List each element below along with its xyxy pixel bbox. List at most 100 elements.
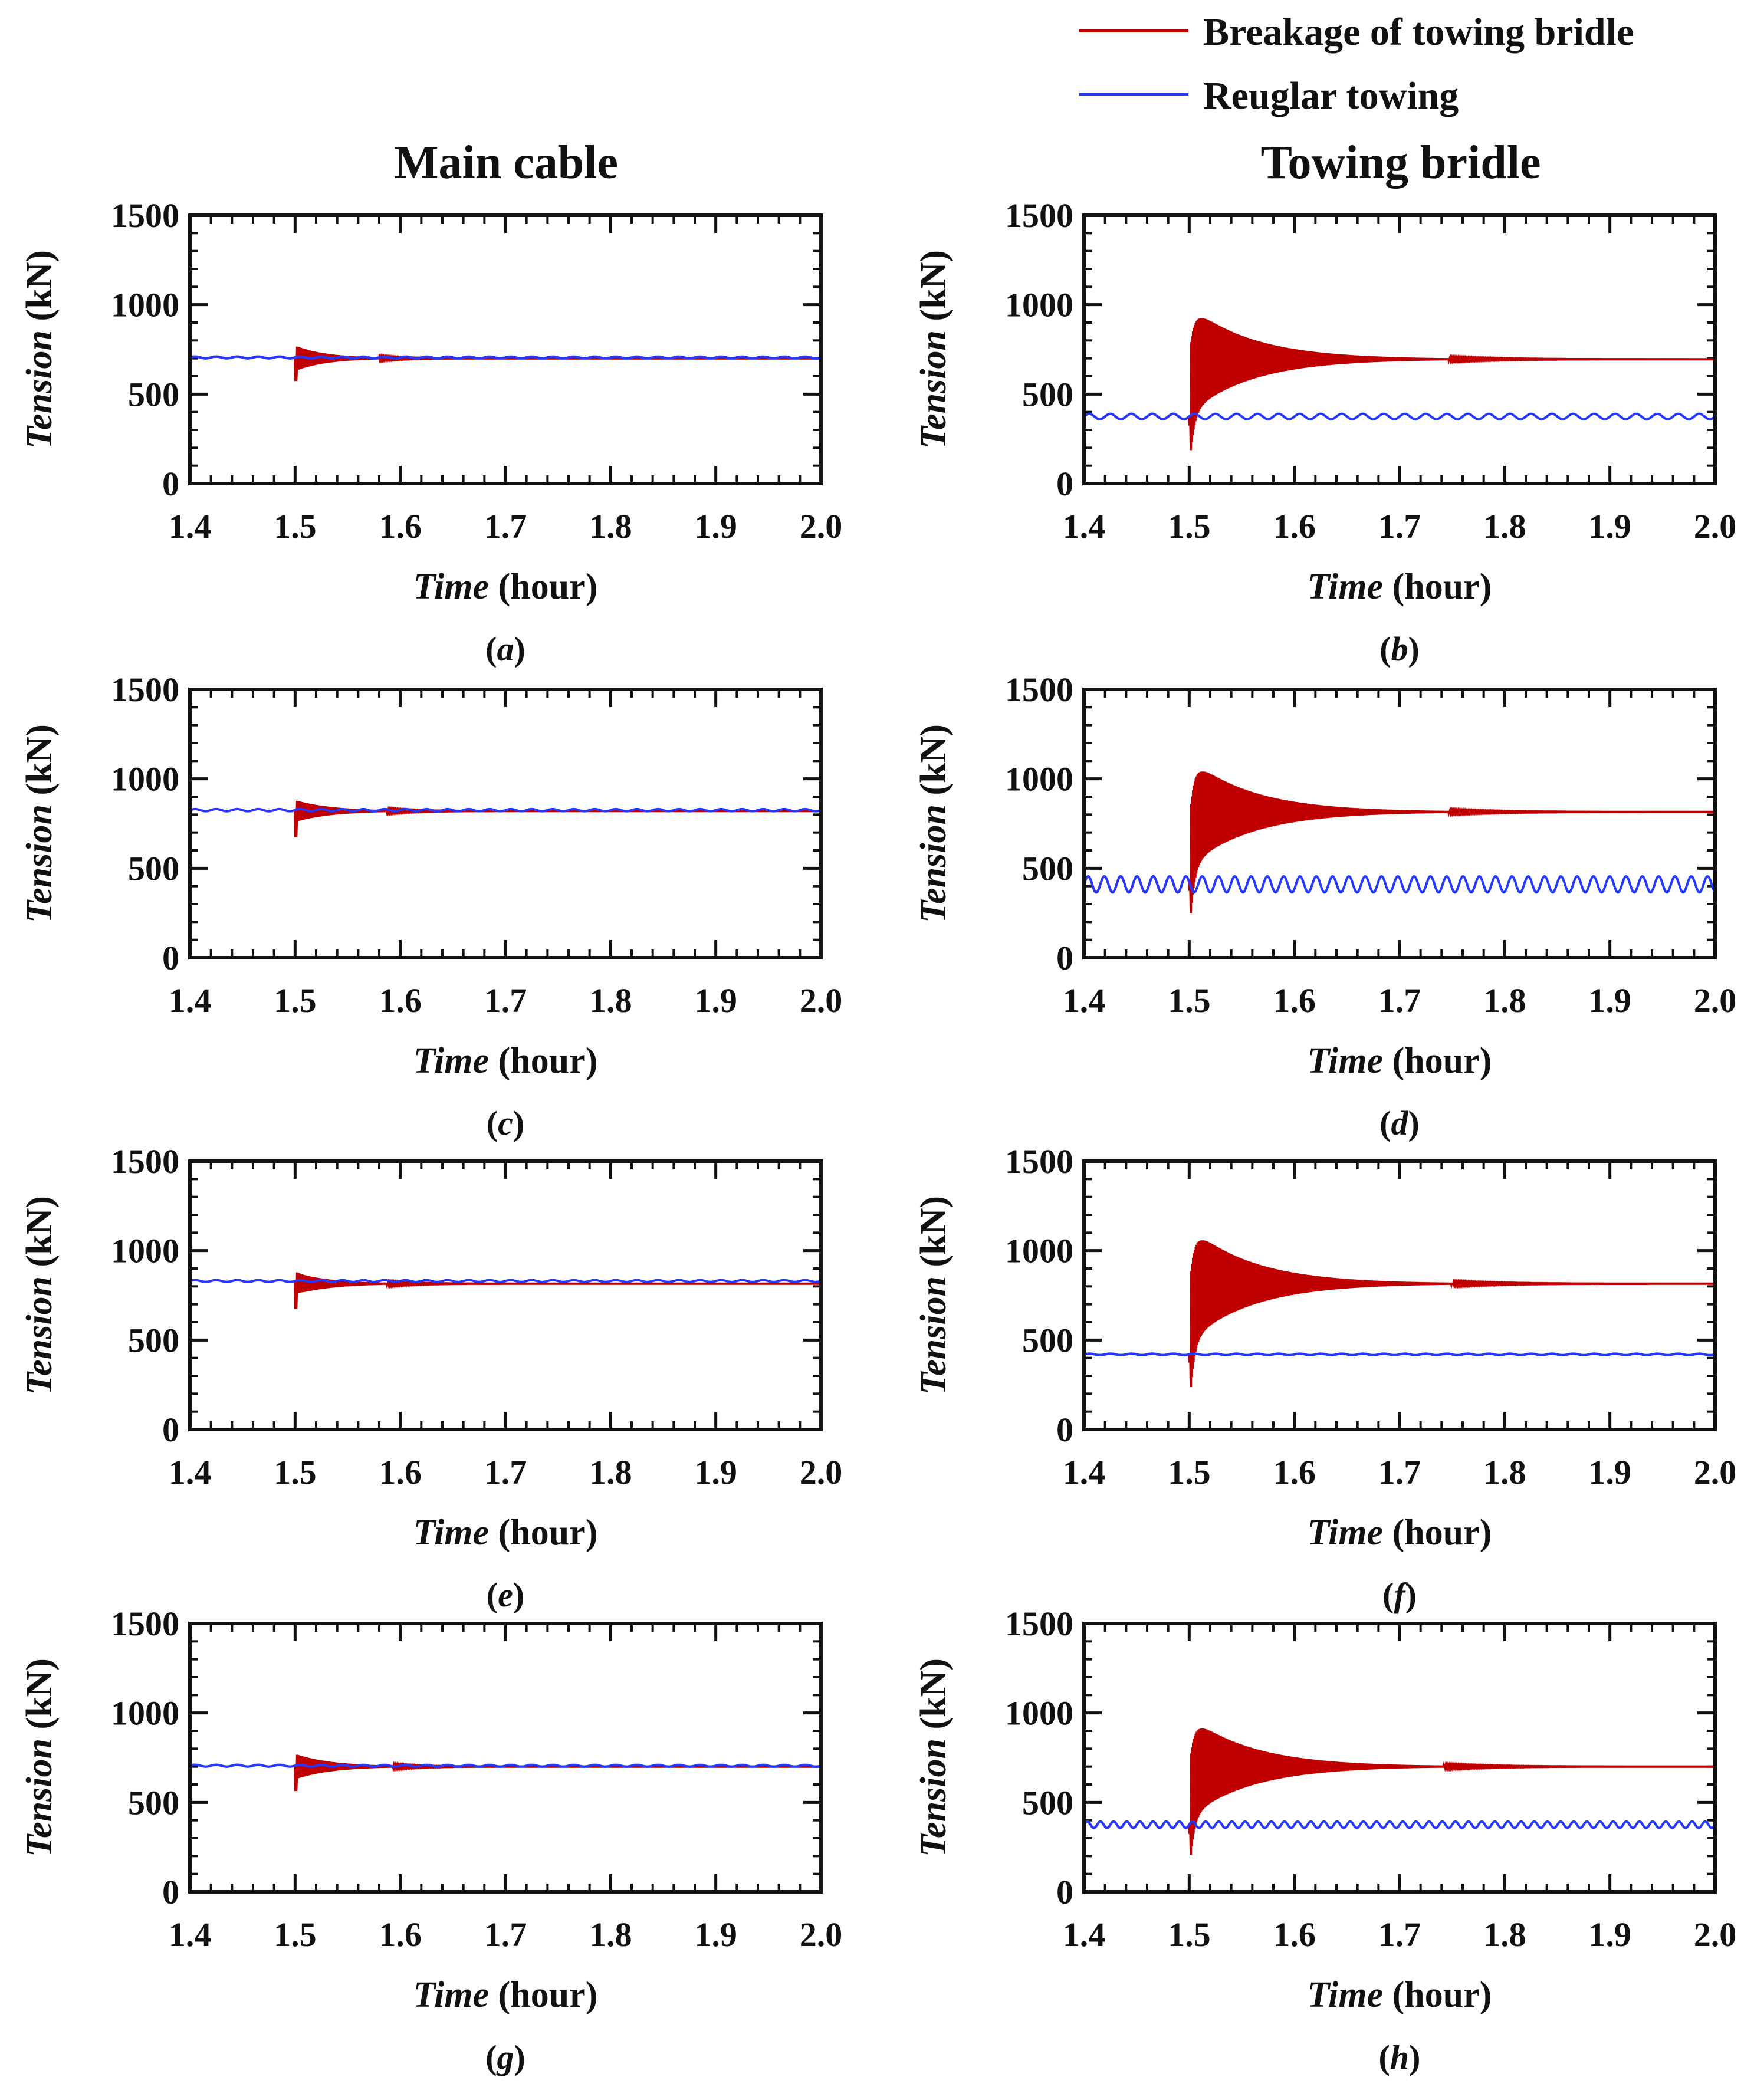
y-tick-label: 500 [128,375,179,413]
y-tick-label: 1500 [1005,671,1073,709]
x-tick-label: 2.0 [1694,507,1737,545]
y-tick-label: 1500 [1005,196,1073,235]
x-axis-title: Time (hour) [413,1975,598,2015]
series-breakage-line [1083,1728,1716,1855]
plot-frame [188,213,823,485]
x-tick-label: 1.4 [1063,1453,1106,1491]
x-tick-label: 1.7 [484,1453,527,1491]
x-tick-label: 1.5 [1168,1915,1211,1954]
column-title-main-cable: Main cable [394,137,618,189]
y-tick-label: 500 [1022,849,1073,888]
x-tick-label: 1.6 [379,1915,422,1954]
x-axis-title: Time (hour) [413,1513,598,1553]
x-axis-title: Time (hour) [413,567,598,607]
x-tick-label: 1.5 [274,507,317,545]
major-ticks [1082,1159,1717,1431]
x-tick-label: 2.0 [1694,1915,1737,1954]
x-tick-label: 1.5 [1168,981,1211,1020]
panel-label: (h) [1379,2038,1421,2076]
plot-frame [188,688,823,959]
plot-frame [1082,688,1717,959]
x-tick-label: 2.0 [1694,981,1737,1020]
minor-ticks [1084,689,1715,958]
series-breakage-line [189,1272,821,1309]
series-regular-line [189,355,822,360]
x-tick-label: 1.4 [169,1915,212,1954]
x-tick-label: 1.7 [1378,507,1421,545]
y-tick-label: 0 [1056,465,1073,503]
x-tick-label: 1.8 [589,507,632,545]
x-tick-label: 2.0 [800,1915,843,1954]
minor-ticks [190,689,821,958]
x-tick-label: 1.8 [589,981,632,1020]
x-tick-label: 1.4 [1063,981,1106,1020]
x-tick-label: 1.7 [1378,1915,1421,1954]
y-tick-label: 0 [162,1873,179,1911]
series-breakage-line [1083,1240,1715,1388]
y-tick-label: 1500 [111,1605,179,1643]
y-tick-label: 0 [1056,939,1073,977]
y-tick-label: 1000 [1005,1694,1073,1733]
minor-ticks [190,215,821,484]
x-axis-title: Time (hour) [1308,1513,1492,1553]
x-tick-label: 1.6 [1273,981,1316,1020]
x-tick-label: 1.5 [1168,1453,1211,1491]
y-tick-label: 500 [1022,1321,1073,1359]
x-tick-label: 1.9 [1588,981,1631,1020]
y-tick-label: 500 [1022,1783,1073,1822]
x-tick-label: 2.0 [800,507,843,545]
x-tick-label: 1.7 [484,981,527,1020]
y-tick-label: 0 [162,465,179,503]
y-tick-label: 500 [128,1783,179,1822]
x-tick-label: 1.7 [484,507,527,545]
y-axis-title: Tension (kN) [19,724,60,923]
x-tick-label: 1.5 [274,1453,317,1491]
column-title-towing-bridle: Towing bridle [1261,137,1541,189]
x-axis-title: Time (hour) [1308,1975,1492,2015]
major-ticks [1082,213,1717,485]
minor-ticks [1084,1624,1715,1892]
series-regular-line [189,1763,822,1768]
x-tick-label: 1.8 [1483,507,1526,545]
y-axis-title: Tension (kN) [19,1196,60,1395]
panel-label: (g) [485,2038,525,2076]
series-regular-line [1083,1352,1716,1356]
chart-panel-a: 1.4 1.5 1.6 1.7 1.8 1.9 2.0 0 500 1000 1500 Time (h… [19,196,842,668]
y-axis-title: Tension (kN) [914,1658,954,1857]
chart-panel-e: 1.4 1.5 1.6 1.7 1.8 1.9 2.0 0 500 1000 1500 Time (h… [19,1142,842,1614]
chart-panel-d: 1.4 1.5 1.6 1.7 1.8 1.9 2.0 0 500 1000 1500 Time (h… [914,671,1736,1142]
panel-label: (c) [487,1104,524,1142]
plot-frame [1082,1159,1717,1431]
major-ticks [188,213,823,485]
minor-ticks [1084,1161,1715,1429]
major-ticks [1082,688,1717,959]
y-axis-title: Tension (kN) [914,724,954,923]
y-tick-label: 500 [128,1321,179,1359]
panel-label: (a) [485,630,525,668]
x-tick-label: 1.5 [1168,507,1211,545]
series-breakage-line [1083,318,1715,451]
x-tick-label: 1.4 [169,981,212,1020]
minor-ticks [1084,215,1715,484]
x-tick-label: 1.5 [274,1915,317,1954]
x-tick-label: 1.9 [694,1915,737,1954]
y-tick-label: 1500 [111,671,179,709]
plot-frame [1082,1622,1717,1894]
minor-ticks [190,1161,821,1429]
series-regular-line [1083,412,1716,420]
plot-frame [188,1159,823,1431]
chart-panel-f: 1.4 1.5 1.6 1.7 1.8 1.9 2.0 0 500 1000 1500 Time (h… [914,1142,1736,1614]
y-axis-title: Tension (kN) [19,250,60,449]
y-tick-label: 1000 [1005,1232,1073,1270]
y-tick-label: 1500 [111,196,179,235]
y-tick-label: 1000 [111,286,179,324]
x-tick-label: 1.6 [1273,1453,1316,1491]
x-tick-label: 1.6 [379,1453,422,1491]
y-tick-label: 1000 [111,760,179,798]
major-ticks [188,1622,823,1894]
series-regular-line [189,807,822,813]
major-ticks [188,688,823,959]
major-ticks [188,1159,823,1431]
x-axis-title: Time (hour) [1308,567,1492,607]
